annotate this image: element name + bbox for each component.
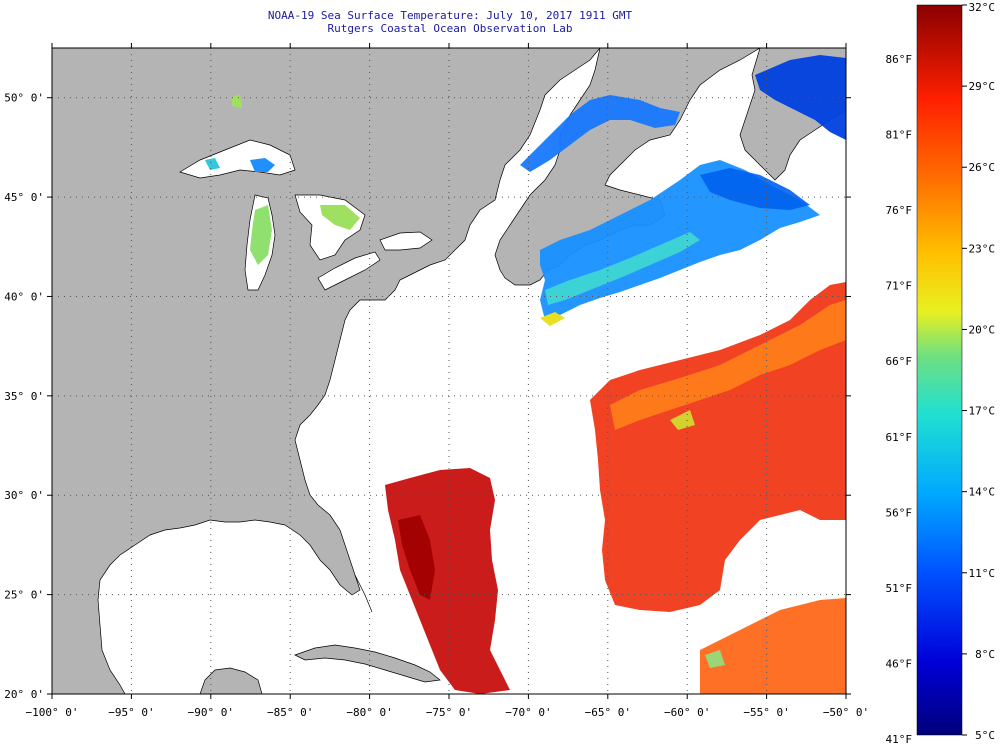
lat-tick-label: 20° 0' <box>4 688 44 701</box>
colorbar-celsius-label: 17°C <box>969 405 996 418</box>
colorbar-fahrenheit-label: 41°F <box>886 733 913 746</box>
colorbar-fahrenheit-label: 51°F <box>886 582 913 595</box>
lon-tick-label: −70° 0' <box>505 706 551 719</box>
colorbar-celsius-label: 11°C <box>969 567 996 580</box>
colorbar-celsius-label: 14°C <box>969 486 996 499</box>
colorbar-fahrenheit-label: 86°F <box>886 53 913 66</box>
colorbar-celsius-label: 20°C <box>969 323 996 336</box>
latitude-axis: 20° 0' 25° 0' 30° 0' 35° 0' 40° 0' 45° 0' 50° … <box>4 92 851 701</box>
lake-ontario <box>379 231 433 251</box>
colorbar-fahrenheit-label: 46°F <box>886 657 913 670</box>
colorbar-celsius-label: 29°C <box>969 80 996 93</box>
colorbar-celsius-label: 32°C <box>969 1 996 14</box>
lon-tick-label: −85° 0' <box>267 706 313 719</box>
map-subtitle: Rutgers Coastal Ocean Observation Lab <box>327 22 573 35</box>
lat-tick-label: 30° 0' <box>4 489 44 502</box>
sst-st-lawrence <box>520 95 680 172</box>
colorbar: 32°C 29°C 26°C 23°C 20°C 17°C 14°C 11°C 8°C 5°C 8… <box>886 1 996 746</box>
colorbar-fahrenheit-label: 61°F <box>886 431 913 444</box>
landmass-yucatan <box>199 667 263 694</box>
lon-tick-label: −60° 0' <box>664 706 710 719</box>
landmass-cuba <box>294 644 441 683</box>
longitude-axis: −100° 0' −95° 0' −90° 0' −85° 0' −80° 0' −75°… <box>26 43 869 719</box>
colorbar-fahrenheit-label: 56°F <box>886 506 913 519</box>
colorbar-gradient <box>916 4 963 736</box>
colorbar-fahrenheit-label: 66°F <box>886 355 913 368</box>
colorbar-celsius-label: 26°C <box>969 161 996 174</box>
colorbar-celsius-label: 23°C <box>969 242 996 255</box>
graticule <box>52 48 846 694</box>
map-title: NOAA-19 Sea Surface Temperature: July 10… <box>267 9 633 22</box>
lon-tick-label: −90° 0' <box>188 706 234 719</box>
colorbar-fahrenheit-label: 81°F <box>886 129 913 142</box>
lon-tick-label: −50° 0' <box>823 706 869 719</box>
lake-erie <box>317 251 381 291</box>
lon-tick-label: −75° 0' <box>426 706 472 719</box>
lat-tick-label: 50° 0' <box>4 92 44 105</box>
lon-tick-label: −55° 0' <box>743 706 789 719</box>
lat-tick-label: 35° 0' <box>4 390 44 403</box>
lon-tick-label: −95° 0' <box>108 706 154 719</box>
lon-tick-label: −80° 0' <box>346 706 392 719</box>
lat-tick-label: 45° 0' <box>4 191 44 204</box>
lon-tick-label: −100° 0' <box>26 706 79 719</box>
colorbar-celsius-label: 8°C <box>975 648 995 661</box>
lat-tick-label: 40° 0' <box>4 290 44 303</box>
colorbar-fahrenheit-label: 76°F <box>886 204 913 217</box>
landmass-north-america <box>52 48 601 694</box>
lat-tick-label: 25° 0' <box>4 589 44 602</box>
lon-tick-label: −65° 0' <box>585 706 631 719</box>
colorbar-fahrenheit-label: 71°F <box>886 280 913 293</box>
colorbar-celsius-label: 5°C <box>975 729 995 742</box>
